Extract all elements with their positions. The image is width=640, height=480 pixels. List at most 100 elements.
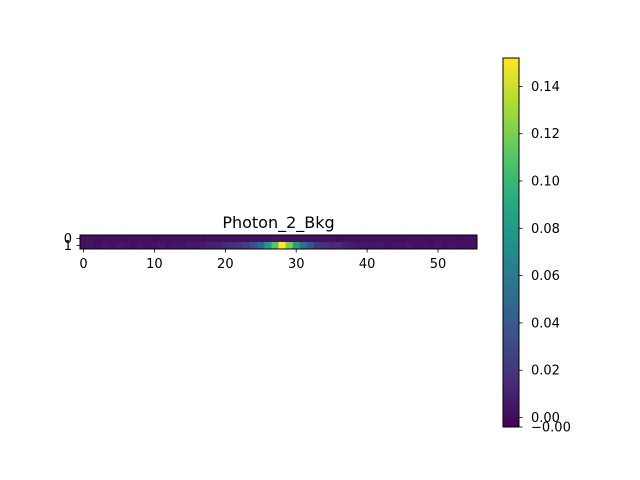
heatmap-cell bbox=[285, 242, 293, 249]
chart-title: Photon_2_Bkg bbox=[222, 213, 334, 233]
heatmap-cell bbox=[271, 235, 279, 242]
colorbar-tick-label: 0.06 bbox=[531, 269, 560, 284]
heatmap-cell bbox=[228, 235, 237, 242]
colorbar-tick-label: 0.12 bbox=[531, 127, 560, 142]
heatmap-cell bbox=[335, 235, 343, 242]
heatmap-cell bbox=[257, 242, 265, 249]
heatmap-cell bbox=[94, 242, 102, 249]
heatmap-cell bbox=[200, 235, 208, 242]
heatmap-cell bbox=[157, 242, 166, 249]
heatmap-cell bbox=[448, 242, 457, 249]
heatmap-cell bbox=[129, 235, 138, 242]
heatmap-cell bbox=[235, 235, 244, 242]
heatmap-cell bbox=[370, 242, 379, 249]
heatmap-cell bbox=[377, 235, 386, 242]
heatmap-cell bbox=[207, 235, 215, 242]
heatmap-cell bbox=[221, 242, 230, 249]
heatmap-cell bbox=[441, 242, 449, 249]
heatmap-cell bbox=[179, 242, 187, 249]
heatmap-cell bbox=[306, 235, 315, 242]
heatmap-cell bbox=[328, 242, 336, 249]
colorbar-frame bbox=[502, 57, 520, 428]
heatmap-cell bbox=[200, 242, 208, 249]
heatmap-cell bbox=[413, 235, 421, 242]
colorbar-tick-label: 0.14 bbox=[531, 80, 560, 95]
heatmap-cell bbox=[186, 235, 194, 242]
heatmap-cell bbox=[420, 235, 428, 242]
heatmap-cell bbox=[80, 235, 88, 242]
x-tick-label: 30 bbox=[288, 257, 305, 272]
heatmap-cell bbox=[264, 235, 272, 242]
heatmap-cell bbox=[455, 235, 464, 242]
heatmap-cell bbox=[136, 242, 145, 249]
heatmap-cell bbox=[306, 242, 315, 249]
heatmap-cell bbox=[321, 242, 329, 249]
heatmap-cell bbox=[335, 242, 343, 249]
heatmap-cell bbox=[406, 235, 414, 242]
heatmap-cell bbox=[129, 242, 138, 249]
colorbar-ticks: 0.14 0.12 0.10 0.08 0.06 0.04 0.02 0.00−0.00 bbox=[519, 80, 571, 436]
heatmap-cell bbox=[434, 235, 442, 242]
heatmap-cell bbox=[399, 242, 407, 249]
heatmap-cell bbox=[122, 242, 130, 249]
heatmap-cell bbox=[370, 235, 379, 242]
heatmap-cell bbox=[285, 235, 293, 242]
heatmap-cell bbox=[101, 235, 109, 242]
heatmap-cell bbox=[257, 235, 265, 242]
heatmap-cell bbox=[299, 242, 308, 249]
heatmap-cell bbox=[349, 235, 357, 242]
heatmap-cell bbox=[101, 242, 109, 249]
heatmap-cell bbox=[462, 235, 471, 242]
heatmap-cell bbox=[292, 235, 301, 242]
colorbar-tick-label: 0.10 bbox=[531, 175, 560, 190]
heatmap-cell bbox=[108, 242, 116, 249]
x-tick-label: 50 bbox=[430, 257, 447, 272]
heatmap-cell bbox=[264, 242, 272, 249]
heatmap-cell bbox=[115, 235, 123, 242]
heatmap-cell bbox=[427, 242, 435, 249]
heatmap-cell bbox=[235, 242, 244, 249]
heatmap-cell bbox=[420, 242, 428, 249]
heatmap-axes: Photon_2_Bkg 0 10 20 30 40 50 01 bbox=[64, 213, 478, 272]
x-tick-label: 20 bbox=[217, 257, 234, 272]
heatmap-cell bbox=[448, 235, 457, 242]
heatmap-cell bbox=[165, 242, 173, 249]
heatmap-cell bbox=[363, 242, 371, 249]
y-tick-label: 1 bbox=[64, 239, 72, 254]
heatmap-cell bbox=[193, 242, 201, 249]
heatmap-cell bbox=[427, 235, 435, 242]
heatmap-cell bbox=[278, 242, 286, 249]
colorbar: 0.14 0.12 0.10 0.08 0.06 0.04 0.02 0.00−0.00 bbox=[502, 57, 571, 436]
heatmap-cell bbox=[462, 242, 471, 249]
heatmap-cell bbox=[143, 235, 152, 242]
heatmap-cell bbox=[413, 242, 421, 249]
heatmap-cell bbox=[406, 242, 414, 249]
heatmap-cell bbox=[399, 235, 407, 242]
heatmap-cell bbox=[342, 235, 350, 242]
heatmap-cell bbox=[349, 242, 357, 249]
heatmap-cell bbox=[321, 235, 329, 242]
heatmap-cell bbox=[328, 235, 336, 242]
heatmap-cell bbox=[165, 235, 173, 242]
heatmap-cell bbox=[469, 235, 478, 242]
heatmap-cell bbox=[150, 242, 159, 249]
heatmap-cell bbox=[441, 235, 449, 242]
heatmap-cell bbox=[87, 235, 95, 242]
heatmap-cell bbox=[136, 235, 145, 242]
heatmap-cell bbox=[193, 235, 201, 242]
colorbar-tick-label: 0.08 bbox=[531, 222, 560, 237]
heatmap-cell bbox=[278, 235, 286, 242]
heatmap-cell bbox=[292, 242, 301, 249]
heatmap-cell bbox=[243, 235, 251, 242]
heatmap-cell bbox=[87, 242, 95, 249]
heatmap-cell bbox=[356, 235, 364, 242]
heatmap-cell bbox=[271, 242, 279, 249]
heatmap-cell bbox=[172, 242, 180, 249]
heatmap-cell bbox=[363, 235, 371, 242]
heatmap-cell bbox=[434, 242, 442, 249]
colorbar-tick-label: 0.00 bbox=[531, 411, 560, 426]
heatmap-cell bbox=[179, 235, 187, 242]
heatmap-cell bbox=[250, 242, 258, 249]
x-tick-label: 40 bbox=[359, 257, 376, 272]
